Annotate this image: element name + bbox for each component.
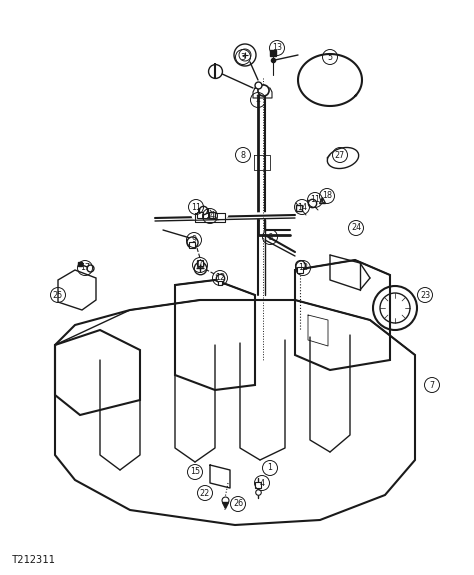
- Text: 26: 26: [233, 500, 243, 508]
- Text: 14: 14: [297, 202, 307, 212]
- Text: T212311: T212311: [12, 555, 56, 565]
- Text: 11: 11: [191, 202, 201, 212]
- Text: 18: 18: [322, 191, 332, 201]
- Text: 10: 10: [195, 260, 205, 270]
- Text: 11: 11: [310, 196, 320, 205]
- Text: 6: 6: [267, 232, 273, 242]
- Text: 23: 23: [420, 290, 430, 300]
- Text: 4: 4: [259, 478, 264, 488]
- Text: 17: 17: [80, 263, 90, 273]
- Text: 2: 2: [255, 95, 261, 105]
- Text: 9: 9: [191, 236, 197, 244]
- Text: 24: 24: [351, 224, 361, 232]
- Text: 12: 12: [298, 263, 308, 273]
- Text: 1: 1: [267, 463, 273, 473]
- Text: 7: 7: [429, 381, 435, 389]
- Text: 12: 12: [215, 274, 225, 282]
- Text: 15: 15: [190, 467, 200, 477]
- Text: 5: 5: [328, 52, 333, 62]
- Text: 14: 14: [205, 212, 215, 220]
- Text: 8: 8: [240, 151, 246, 159]
- Text: 27: 27: [335, 151, 345, 159]
- Text: 25: 25: [53, 290, 63, 300]
- Text: 22: 22: [200, 489, 210, 497]
- Text: 3: 3: [240, 52, 246, 62]
- Text: 13: 13: [272, 44, 282, 52]
